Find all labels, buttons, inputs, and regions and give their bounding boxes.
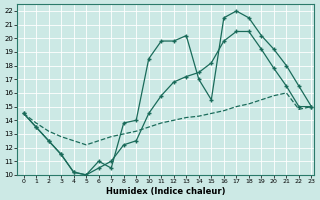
X-axis label: Humidex (Indice chaleur): Humidex (Indice chaleur): [106, 187, 225, 196]
